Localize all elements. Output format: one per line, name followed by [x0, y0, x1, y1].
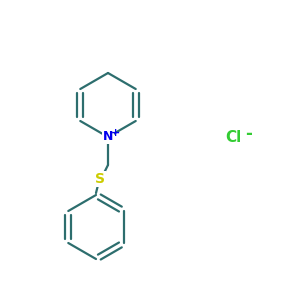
Text: N: N [103, 130, 113, 143]
Text: -: - [245, 125, 252, 143]
Text: Cl: Cl [225, 130, 241, 145]
Text: +: + [110, 128, 120, 138]
Text: S: S [95, 172, 105, 186]
